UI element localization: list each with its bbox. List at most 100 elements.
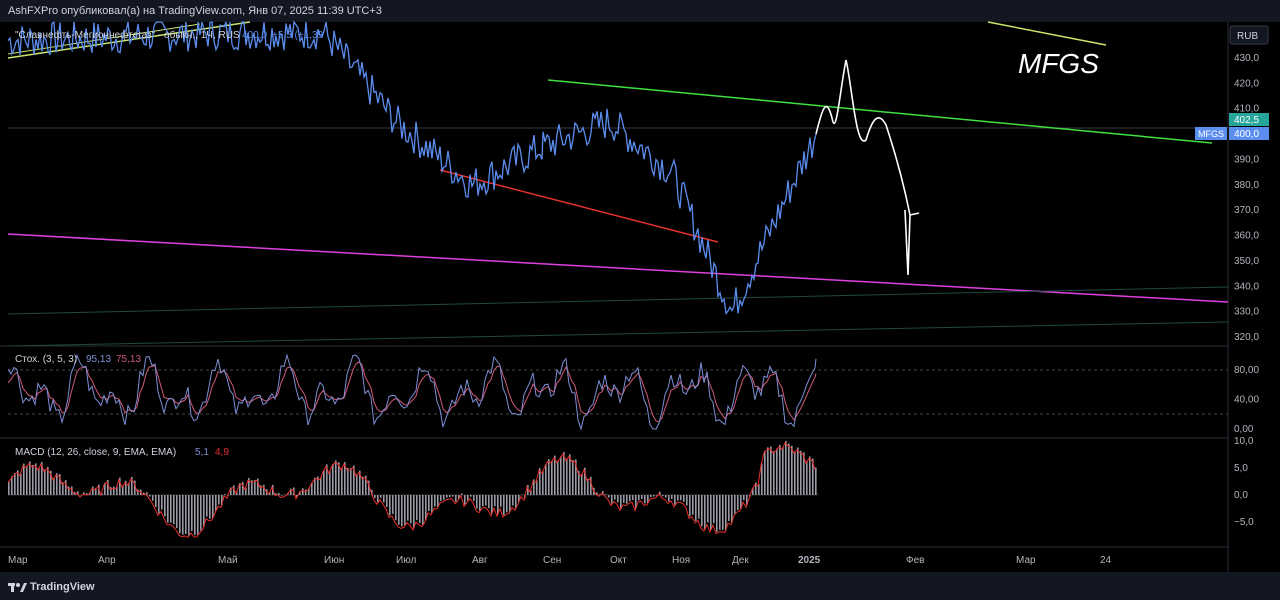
- macd-histogram-bar: [434, 495, 436, 507]
- macd-histogram-bar: [302, 488, 304, 495]
- stoch-k-line[interactable]: [7, 353, 817, 431]
- macd-histogram-bar: [56, 473, 58, 495]
- mfgs-annotation[interactable]: MFGS: [1018, 48, 1099, 79]
- macd-histogram-bar: [173, 495, 175, 525]
- macd-histogram-bar: [425, 495, 427, 520]
- macd-histogram-bar: [149, 495, 151, 497]
- macd-histogram-bar: [371, 489, 373, 495]
- time-axis-label: Июн: [324, 555, 344, 566]
- macd-histogram-bar: [770, 446, 772, 495]
- price-axis[interactable]: 430,0 420,0 410,0 400,0 390,0 380,0 370,0 360,0…: [1234, 53, 1259, 343]
- macd-histogram-bar: [341, 468, 343, 495]
- macd-histogram-bar: [782, 447, 784, 495]
- macd-histogram-bar: [635, 495, 637, 509]
- macd-histogram-bar: [53, 477, 55, 495]
- macd-histogram-bar: [197, 495, 199, 535]
- macd-legend: MACD (12, 26, close, 9, EMA, EMA) 5,1 4,…: [15, 447, 229, 458]
- macd-histogram-bar: [698, 495, 700, 519]
- macd-histogram-bar: [602, 491, 604, 495]
- macd-histogram-bar: [32, 464, 34, 495]
- macd-histogram-bar: [491, 495, 493, 514]
- macd-axis-tick: 0,0: [1234, 490, 1248, 501]
- macd-histogram-bar: [251, 480, 253, 495]
- time-axis[interactable]: Мар Апр Май Июн Июл Авг Сен Окт Ноя Дек 2025 Фев Мар…: [8, 555, 1112, 566]
- macd-histogram-bar: [203, 495, 205, 528]
- channel-line-lower[interactable]: [7, 321, 1229, 347]
- macd-histogram-bar: [485, 495, 487, 506]
- macd-label: MACD (12, 26, close, 9, EMA, EMA): [15, 447, 176, 458]
- stoch-axis-tick: 40,00: [1234, 395, 1259, 406]
- yellow-trendline-right[interactable]: [987, 21, 1107, 46]
- macd-histogram-bar: [500, 495, 502, 507]
- macd-histogram-bar: [812, 458, 814, 495]
- macd-histogram-bar: [512, 495, 514, 506]
- macd-histogram-bar: [584, 467, 586, 495]
- macd-histogram-bar: [161, 495, 163, 510]
- time-axis-label: Апр: [98, 555, 116, 566]
- macd-histogram-bar: [473, 495, 475, 501]
- magenta-trendline[interactable]: [7, 233, 1229, 303]
- macd-histogram-bar: [623, 495, 625, 503]
- macd-histogram-bar: [638, 495, 640, 501]
- stoch-axis: 80,00 40,00 0,00: [1234, 365, 1259, 435]
- macd-signal-line[interactable]: [7, 442, 816, 539]
- macd-histogram-bar: [662, 495, 664, 497]
- macd-histogram-bar: [314, 477, 316, 495]
- currency-badge[interactable]: [1229, 25, 1269, 45]
- green-resistance-line[interactable]: [547, 79, 1213, 144]
- macd-histogram-bar: [398, 495, 400, 525]
- time-axis-label: Май: [218, 555, 238, 566]
- macd-histogram-bar: [590, 476, 592, 495]
- macd-histogram-bar: [17, 470, 19, 495]
- macd-histogram[interactable]: [8, 441, 817, 536]
- macd-histogram-bar: [239, 483, 241, 495]
- price-series-line[interactable]: [7, 20, 817, 315]
- channel-line-upper[interactable]: [7, 286, 1229, 315]
- macd-histogram-bar: [716, 495, 718, 532]
- price-axis-tick: 430,0: [1234, 53, 1259, 64]
- publish-info-text: AshFXPro опубликовал(а) на TradingView.c…: [8, 5, 382, 17]
- yellow-trendline-2[interactable]: [7, 23, 201, 55]
- macd-histogram-bar: [317, 476, 319, 495]
- macd-histogram-bar: [539, 468, 541, 495]
- macd-histogram-bar: [479, 495, 481, 511]
- price-legend: "Славнефть-Мегионнефтегаз" - обыкн., 1Ч,…: [15, 29, 324, 41]
- price-axis-tick: 360,0: [1234, 231, 1259, 242]
- macd-histogram-bar: [695, 495, 697, 521]
- currency-label: RUB: [1237, 31, 1258, 42]
- tradingview-brand[interactable]: TradingView: [30, 581, 95, 593]
- macd-histogram-bar: [278, 492, 280, 495]
- macd-histogram-bar: [671, 495, 673, 499]
- macd-histogram-bar: [614, 495, 616, 500]
- macd-histogram-bar: [134, 480, 136, 495]
- macd-histogram-bar: [110, 487, 112, 495]
- macd-histogram-bar: [800, 450, 802, 495]
- macd-histogram-bar: [356, 474, 358, 495]
- macd-histogram-bar: [263, 484, 265, 495]
- stoch-axis-tick: 80,00: [1234, 365, 1259, 376]
- time-axis-label: Ноя: [672, 555, 690, 566]
- stoch-d-line[interactable]: [7, 361, 817, 423]
- time-axis-label: Авг: [472, 555, 488, 566]
- macd-histogram-bar: [668, 495, 670, 502]
- macd-histogram-bar: [578, 470, 580, 495]
- macd-histogram-bar: [605, 494, 607, 495]
- macd-histogram-bar: [791, 445, 793, 495]
- price-axis-tick: 370,0: [1234, 205, 1259, 216]
- macd-histogram-bar: [467, 495, 469, 501]
- macd-histogram-bar: [419, 495, 421, 523]
- macd-histogram-bar: [557, 460, 559, 495]
- time-axis-label: Мар: [1016, 555, 1036, 566]
- forecast-arrow-drawing[interactable]: [815, 59, 920, 276]
- macd-histogram-bar: [575, 459, 577, 495]
- macd-axis-tick: 10,0: [1234, 436, 1254, 447]
- macd-histogram-bar: [530, 490, 532, 495]
- macd-histogram-bar: [527, 485, 529, 495]
- stoch-axis-tick: 0,00: [1234, 424, 1254, 435]
- macd-histogram-bar: [407, 495, 409, 521]
- macd-histogram-bar: [86, 493, 88, 495]
- price-level-tag: [1229, 113, 1269, 126]
- red-support-line[interactable]: [439, 169, 719, 243]
- macd-histogram-bar: [377, 495, 379, 503]
